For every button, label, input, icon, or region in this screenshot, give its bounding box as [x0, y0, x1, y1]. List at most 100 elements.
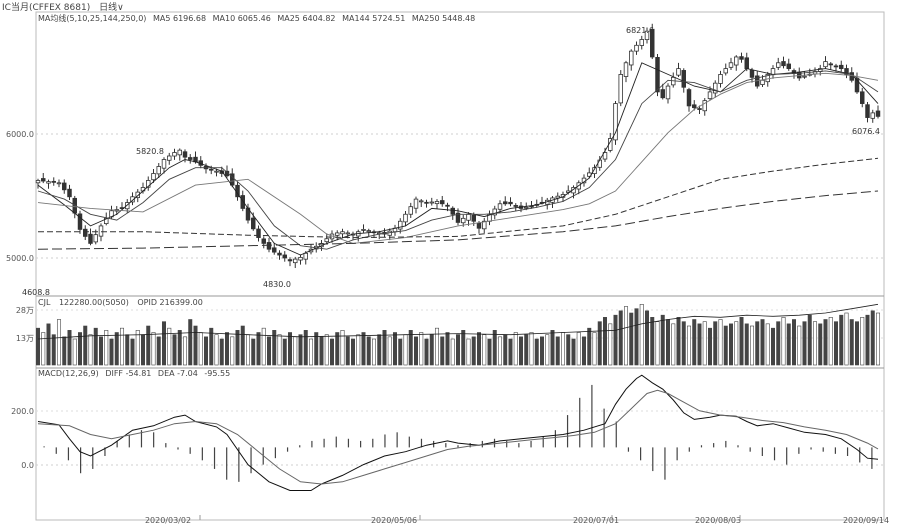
- macd-diff-value: DIFF -54.81: [105, 369, 152, 378]
- candle-body: [660, 89, 665, 99]
- volume-bar: [812, 321, 818, 366]
- volume-bar: [324, 334, 329, 366]
- ticker-label: IC当月(CFFEX 8681): [2, 3, 91, 13]
- candle-body: [749, 69, 755, 78]
- volume-bar: [461, 330, 466, 366]
- candle-body: [272, 247, 277, 253]
- candle-body: [125, 202, 130, 210]
- candle-body: [860, 91, 865, 104]
- volume-bar: [471, 336, 476, 366]
- volume-bar: [298, 334, 303, 366]
- ma-legend: MA均线(5,10,25,144,250,0) MA5 6196.68 MA10…: [38, 13, 475, 24]
- volume-bar: [818, 323, 823, 366]
- candle-body: [629, 50, 634, 66]
- ma-title[interactable]: MA均线(5,10,25,144,250,0): [38, 14, 147, 23]
- volume-bar: [723, 325, 728, 366]
- volume-bar: [172, 334, 177, 366]
- candle-body: [639, 39, 644, 46]
- volume-bar: [482, 334, 487, 366]
- candle-body: [833, 65, 839, 68]
- candle-body: [429, 201, 434, 204]
- volume-bar: [361, 332, 366, 366]
- volume-bar: [534, 338, 539, 366]
- volume-bar: [214, 334, 219, 366]
- volume-tick-28: 28万: [16, 306, 34, 315]
- candle-body: [340, 231, 345, 235]
- macd-tick-200: 200.0: [11, 407, 34, 416]
- volume-bar: [340, 330, 345, 366]
- volume-bars: [35, 304, 881, 366]
- candle-body: [760, 79, 765, 85]
- candle-body: [324, 238, 329, 243]
- volume-bar: [230, 336, 235, 366]
- volume-bar: [639, 304, 644, 366]
- candle-body: [293, 258, 298, 264]
- chart-frame: [35, 11, 885, 521]
- volume-bar: [377, 334, 382, 366]
- candle-body: [450, 207, 455, 215]
- volume-bar: [650, 317, 655, 366]
- ma10-line: [37, 70, 879, 250]
- volume-legend: CJL 122280.00(5050) OPID 216399.00: [38, 298, 203, 307]
- candle-body: [151, 173, 156, 181]
- volume-bar: [839, 314, 844, 366]
- candle-body: [408, 206, 413, 215]
- volume-bar: [623, 306, 629, 366]
- volume-bar: [445, 332, 450, 366]
- candle-body: [713, 82, 718, 94]
- volume-bar: [93, 327, 98, 366]
- candle-body: [650, 28, 655, 58]
- volume-bar: [455, 334, 461, 366]
- volume-bar: [508, 338, 513, 366]
- volume-bar: [256, 332, 261, 366]
- volume-bar: [450, 338, 455, 366]
- candle-body: [644, 30, 650, 41]
- volume-bar: [188, 319, 193, 366]
- volume-bar: [613, 314, 618, 366]
- volume-bar: [844, 312, 849, 366]
- candle-body: [739, 56, 744, 60]
- volume-bar: [503, 334, 508, 366]
- volume-bar: [802, 321, 807, 366]
- candle-body: [471, 214, 476, 222]
- volume-bar: [135, 330, 140, 366]
- candle-body: [702, 100, 707, 112]
- volume-bar: [629, 312, 634, 366]
- candle-body: [361, 229, 366, 231]
- candle-body: [786, 63, 791, 70]
- candle-body: [298, 256, 303, 261]
- volume-bar: [224, 332, 230, 366]
- candle-body: [251, 217, 256, 230]
- candle-body: [424, 201, 429, 204]
- annotation-low-start: 4608.8: [22, 288, 50, 297]
- period-label[interactable]: 日线: [99, 3, 118, 13]
- volume-bar: [707, 327, 713, 366]
- volume-bar: [308, 338, 314, 366]
- volume-bar: [875, 312, 881, 366]
- candle-body: [623, 62, 629, 77]
- candle-body: [172, 152, 177, 157]
- candle-body: [403, 213, 408, 223]
- opid-line: [37, 303, 879, 340]
- volume-bar: [51, 334, 56, 366]
- candle-body: [844, 68, 849, 75]
- volume-bar: [849, 319, 854, 366]
- volume-bar: [387, 336, 392, 366]
- volume-bar: [314, 332, 319, 366]
- volume-bar: [41, 332, 46, 366]
- macd-title[interactable]: MACD(12,26,9): [38, 369, 99, 378]
- volume-bar: [382, 330, 387, 366]
- volume-bar: [319, 336, 324, 366]
- volume-bar: [235, 330, 240, 366]
- chevron-down-icon[interactable]: ∨: [117, 3, 124, 13]
- volume-bar: [634, 308, 639, 366]
- volume-bar: [597, 321, 602, 366]
- candle-body: [597, 159, 602, 168]
- volume-bar: [67, 330, 72, 366]
- candle-body: [83, 228, 88, 237]
- volume-bar: [98, 336, 104, 366]
- volume-title[interactable]: CJL: [38, 298, 51, 307]
- volume-bar: [193, 325, 198, 366]
- volume-bar: [560, 332, 566, 366]
- candle-body: [188, 157, 193, 160]
